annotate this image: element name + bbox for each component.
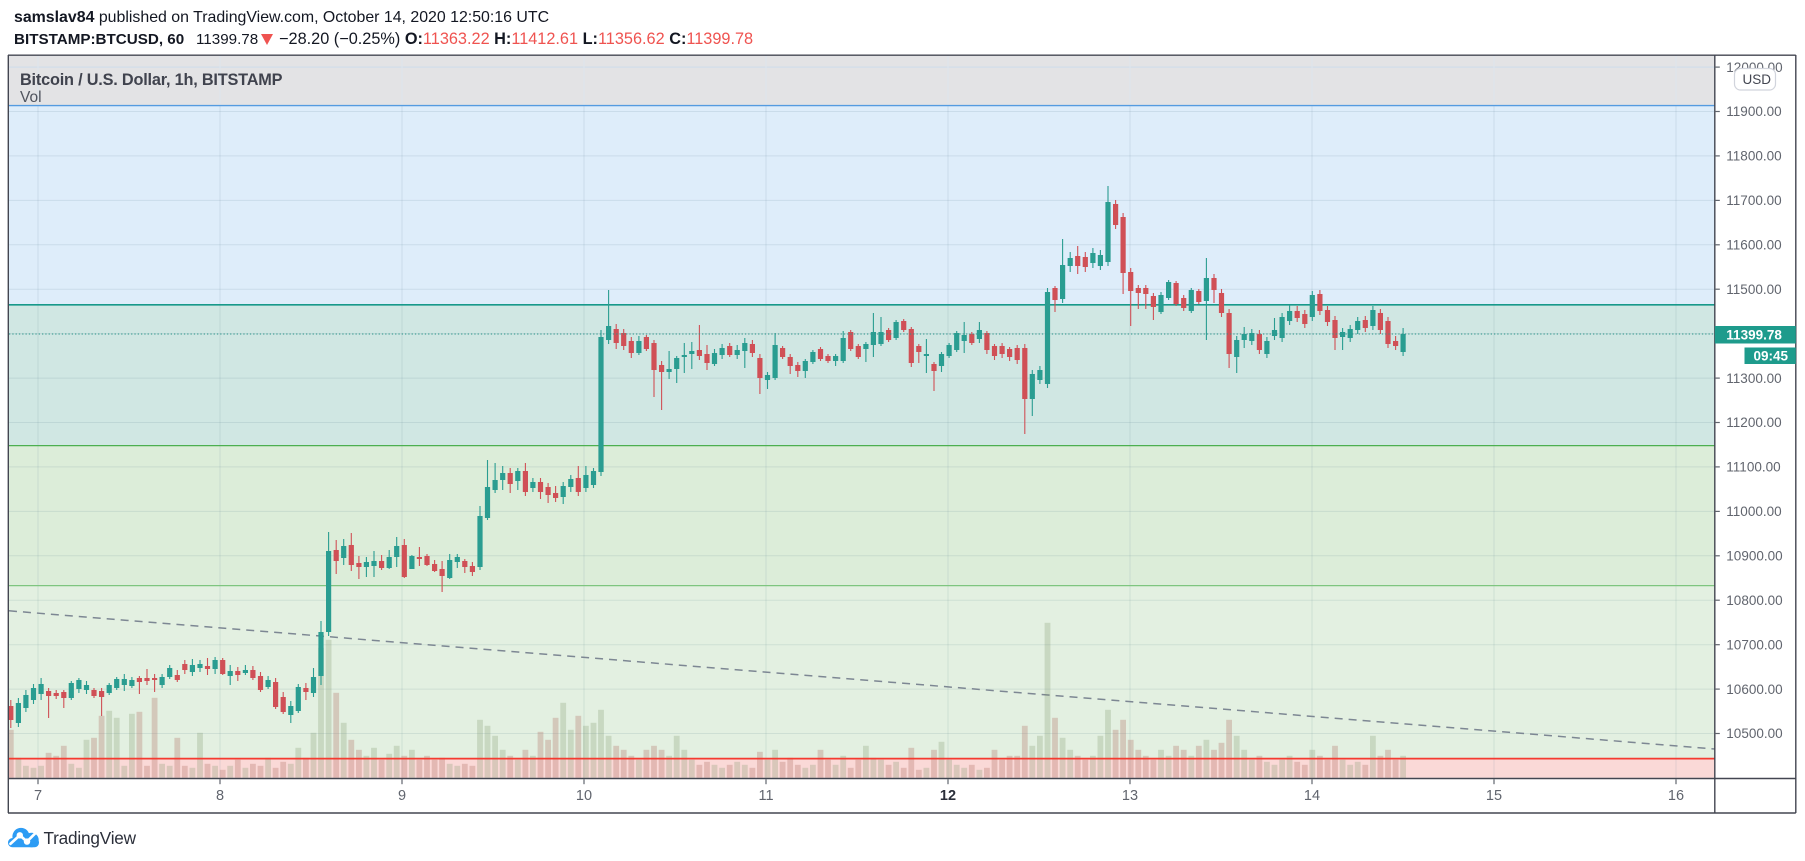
svg-text:11500.00: 11500.00: [1726, 282, 1781, 297]
svg-text:15: 15: [1486, 788, 1502, 804]
svg-text:10500.00: 10500.00: [1726, 726, 1782, 741]
svg-text:10900.00: 10900.00: [1726, 549, 1782, 564]
svg-text:12: 12: [940, 788, 956, 804]
svg-text:11200.00: 11200.00: [1726, 415, 1781, 430]
svg-text:11000.00: 11000.00: [1726, 504, 1781, 519]
svg-text:11300.00: 11300.00: [1726, 371, 1781, 386]
svg-text:BITSTAMP:BTCUSD, 60 11399.78: BITSTAMP:BTCUSD, 60 11399.78: [14, 31, 258, 48]
svg-text:USD: USD: [1743, 72, 1772, 87]
svg-text:11600.00: 11600.00: [1726, 238, 1781, 253]
svg-text:14: 14: [1304, 788, 1320, 804]
svg-text:−28.20 (−0.25%) O:11363.22 H:1: −28.20 (−0.25%) O:11363.22 H:11412.61 L:…: [279, 30, 753, 48]
svg-text:11800.00: 11800.00: [1726, 149, 1781, 164]
svg-text:10600.00: 10600.00: [1726, 682, 1782, 697]
svg-text:11100.00: 11100.00: [1726, 460, 1780, 475]
svg-text:9: 9: [398, 788, 406, 804]
svg-text:16: 16: [1668, 788, 1684, 804]
svg-text:11700.00: 11700.00: [1726, 193, 1781, 208]
svg-text:09:45: 09:45: [1754, 349, 1789, 364]
svg-text:samslav84 published on Trading: samslav84 published on TradingView.com, …: [14, 9, 549, 26]
svg-text:11: 11: [758, 788, 773, 804]
svg-text:TradingView: TradingView: [44, 828, 137, 848]
svg-text:10700.00: 10700.00: [1726, 637, 1782, 652]
svg-text:10: 10: [576, 788, 592, 804]
svg-text:Bitcoin / U.S. Dollar, 1h, BIT: Bitcoin / U.S. Dollar, 1h, BITSTAMP: [20, 71, 283, 89]
svg-text:11399.78: 11399.78: [1726, 328, 1782, 343]
svg-text:7: 7: [34, 788, 42, 804]
svg-text:8: 8: [216, 788, 224, 804]
svg-text:Vol: Vol: [20, 89, 42, 106]
svg-text:10800.00: 10800.00: [1726, 593, 1782, 608]
svg-text:11900.00: 11900.00: [1726, 104, 1781, 119]
svg-text:13: 13: [1122, 788, 1138, 804]
